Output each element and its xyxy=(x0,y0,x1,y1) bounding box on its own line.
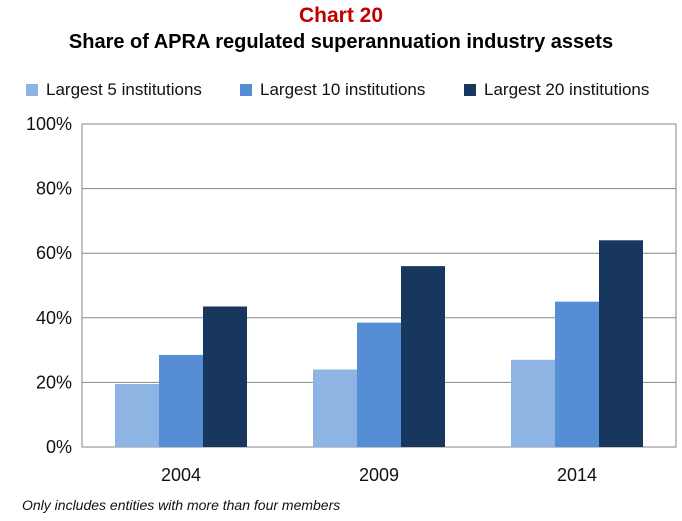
y-tick-label: 100% xyxy=(26,114,72,134)
legend-swatch-largest-10 xyxy=(240,84,252,96)
chart-title: Share of APRA regulated superannuation i… xyxy=(68,31,614,53)
legend-label-largest-20: Largest 20 institutions xyxy=(484,80,650,99)
legend-item-largest-10: Largest 10 institutions xyxy=(240,80,425,100)
y-tick-label: 40% xyxy=(36,308,72,328)
legend-label-largest-5: Largest 5 institutions xyxy=(46,80,202,99)
bar xyxy=(599,240,643,447)
footnote: Only includes entities with more than fo… xyxy=(22,497,341,513)
x-tick-label: 2004 xyxy=(161,465,201,485)
bar xyxy=(357,322,401,447)
legend-label-largest-10: Largest 10 institutions xyxy=(260,80,426,99)
legend-swatch-largest-20 xyxy=(464,84,476,96)
legend-item-largest-20: Largest 20 institutions xyxy=(464,80,649,100)
legend: Largest 5 institutions Largest 10 instit… xyxy=(0,80,682,102)
bar xyxy=(555,301,599,447)
bar xyxy=(115,384,159,447)
x-tick-label: 2009 xyxy=(359,465,399,485)
bar xyxy=(401,266,445,447)
chart-number: Chart 20 xyxy=(298,4,384,27)
bar xyxy=(511,359,555,447)
bar xyxy=(313,369,357,447)
bar xyxy=(159,354,203,447)
y-tick-label: 0% xyxy=(46,437,72,457)
legend-item-largest-5: Largest 5 institutions xyxy=(26,80,202,100)
y-tick-label: 60% xyxy=(36,243,72,263)
legend-swatch-largest-5 xyxy=(26,84,38,96)
x-tick-label: 2014 xyxy=(557,465,597,485)
bar xyxy=(203,306,247,447)
y-tick-label: 80% xyxy=(36,179,72,199)
y-tick-label: 20% xyxy=(36,372,72,392)
